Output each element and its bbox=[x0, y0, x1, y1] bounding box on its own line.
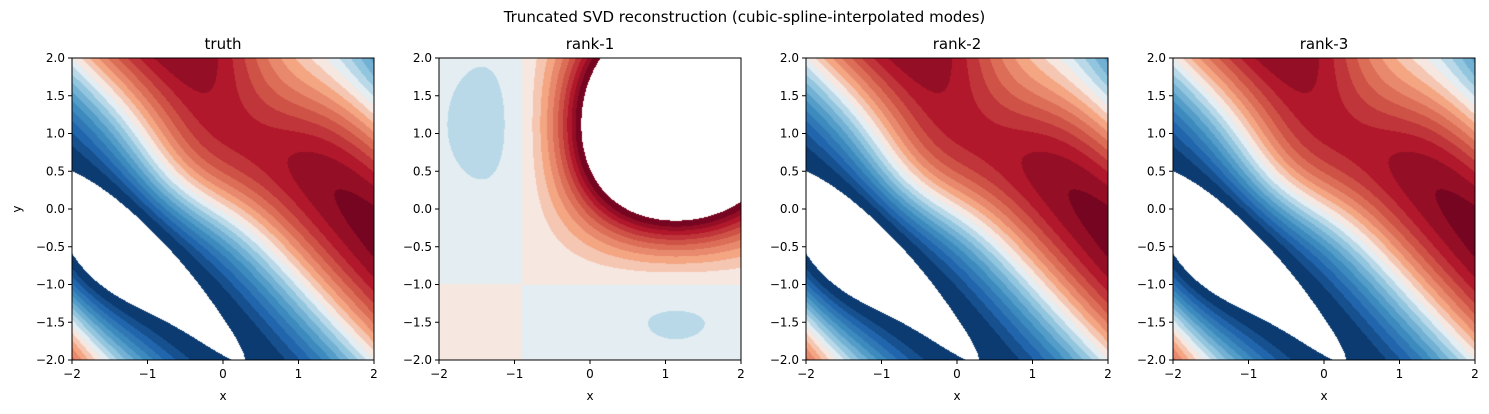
y-tick-label: 2.0 bbox=[780, 51, 799, 65]
y-tick-label: −1.5 bbox=[403, 315, 432, 329]
y-tick-label: 2.0 bbox=[413, 51, 432, 65]
x-tick-label: −2 bbox=[797, 367, 815, 381]
y-tick-label: −2.0 bbox=[1137, 353, 1166, 367]
x-tick-label: −1 bbox=[873, 367, 891, 381]
y-tick-label: −2.0 bbox=[770, 353, 799, 367]
y-tick-label: 0.0 bbox=[413, 202, 432, 216]
y-tick-label: 0.5 bbox=[780, 164, 799, 178]
y-tick-label: −1.5 bbox=[770, 315, 799, 329]
y-tick-label: −1.0 bbox=[36, 278, 65, 292]
x-tick-label: 0 bbox=[1320, 367, 1328, 381]
y-tick-label: −0.5 bbox=[770, 240, 799, 254]
x-tick-label: 2 bbox=[1471, 367, 1479, 381]
y-tick-label: −0.5 bbox=[36, 240, 65, 254]
y-tick-label: 1.0 bbox=[1147, 127, 1166, 141]
figure-suptitle: Truncated SVD reconstruction (cubic-spli… bbox=[503, 8, 986, 26]
x-tick-label: −2 bbox=[430, 367, 448, 381]
panel-1: truth −2 −1 0 1 2 −2.0 −1.5 −1.0 −0.5 0.0 0.5 1.0 1.5… bbox=[10, 35, 378, 403]
panel-title: rank-1 bbox=[566, 35, 615, 53]
heatmap-image bbox=[806, 58, 1108, 360]
y-tick-label: −0.5 bbox=[1137, 240, 1166, 254]
y-tick-label: 0.0 bbox=[46, 202, 65, 216]
y-tick-label: 1.5 bbox=[1147, 89, 1166, 103]
y-tick-label: 0.0 bbox=[780, 202, 799, 216]
x-tick-label: 1 bbox=[295, 367, 303, 381]
y-tick-label: 0.0 bbox=[1147, 202, 1166, 216]
x-tick-label: 2 bbox=[1104, 367, 1112, 381]
y-tick-label: 1.0 bbox=[413, 127, 432, 141]
y-tick-label: −1.5 bbox=[36, 315, 65, 329]
y-tick-label: −2.0 bbox=[36, 353, 65, 367]
y-tick-label: −1.0 bbox=[403, 278, 432, 292]
x-tick-label: 2 bbox=[370, 367, 378, 381]
x-tick-label: −2 bbox=[63, 367, 81, 381]
x-tick-label: 0 bbox=[586, 367, 594, 381]
y-tick-label: 0.5 bbox=[413, 164, 432, 178]
panel-2: rank-1 −2 −1 0 1 2 −2.0 −1.5 −1.0 −0.5 0.0 0.5 1.0 1.… bbox=[403, 35, 745, 403]
x-axis-label: x bbox=[953, 389, 960, 403]
y-tick-label: 2.0 bbox=[1147, 51, 1166, 65]
y-tick-label: −1.0 bbox=[1137, 278, 1166, 292]
x-tick-label: 1 bbox=[1396, 367, 1404, 381]
panel-3: rank-2 −2 −1 0 1 2 −2.0 −1.5 −1.0 −0.5 0.0 0.5 1.0 1.… bbox=[770, 35, 1112, 403]
y-tick-label: 1.0 bbox=[46, 127, 65, 141]
heatmap-image bbox=[72, 58, 374, 360]
x-tick-label: 1 bbox=[1029, 367, 1037, 381]
y-tick-label: 2.0 bbox=[46, 51, 65, 65]
heatmap-image bbox=[439, 58, 741, 360]
x-tick-label: 2 bbox=[737, 367, 745, 381]
panel-4: rank-3 −2 −1 0 1 2 −2.0 −1.5 −1.0 −0.5 0.0 0.5 1.0 1.… bbox=[1137, 35, 1479, 403]
panel-title: rank-3 bbox=[1300, 35, 1349, 53]
y-tick-label: 1.5 bbox=[780, 89, 799, 103]
heatmap-image bbox=[1173, 58, 1475, 360]
x-tick-label: −1 bbox=[506, 367, 524, 381]
x-tick-label: −1 bbox=[139, 367, 157, 381]
y-tick-label: 0.5 bbox=[46, 164, 65, 178]
y-tick-label: −1.5 bbox=[1137, 315, 1166, 329]
y-tick-label: −0.5 bbox=[403, 240, 432, 254]
x-tick-label: −1 bbox=[1240, 367, 1258, 381]
y-tick-label: −1.0 bbox=[770, 278, 799, 292]
y-tick-label: 1.5 bbox=[413, 89, 432, 103]
y-tick-label: 0.5 bbox=[1147, 164, 1166, 178]
x-tick-label: −2 bbox=[1164, 367, 1182, 381]
x-tick-label: 1 bbox=[662, 367, 670, 381]
x-axis-label: x bbox=[586, 389, 593, 403]
panel-title: rank-2 bbox=[933, 35, 982, 53]
x-axis-label: x bbox=[219, 389, 226, 403]
y-tick-label: 1.5 bbox=[46, 89, 65, 103]
x-tick-label: 0 bbox=[953, 367, 961, 381]
y-tick-label: 1.0 bbox=[780, 127, 799, 141]
x-tick-label: 0 bbox=[219, 367, 227, 381]
panels-container: truth −2 −1 0 1 2 −2.0 −1.5 −1.0 −0.5 0.0 0.5 1.0 1.5… bbox=[10, 35, 1479, 403]
y-tick-label: −2.0 bbox=[403, 353, 432, 367]
x-axis-label: x bbox=[1320, 389, 1327, 403]
y-axis-label: y bbox=[10, 205, 24, 212]
panel-title: truth bbox=[205, 35, 242, 53]
